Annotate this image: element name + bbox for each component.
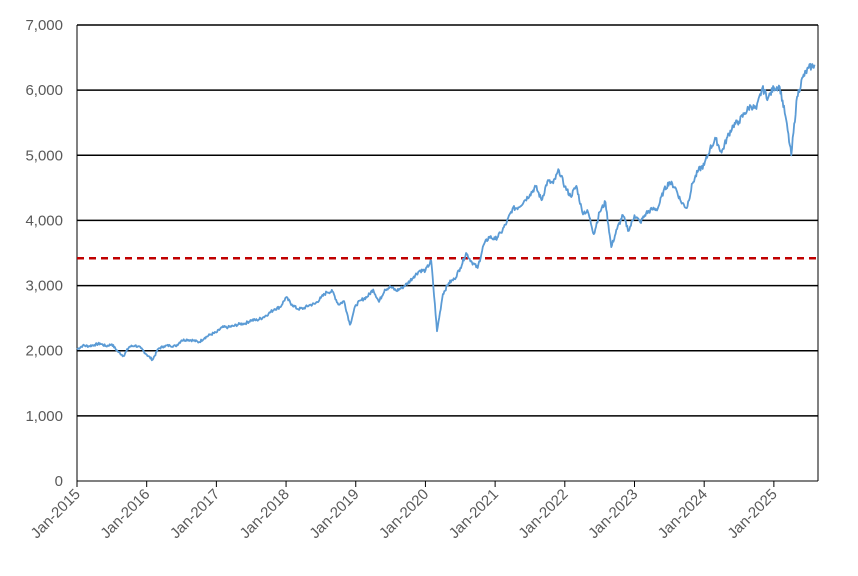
x-tick-label: Jan-2016 (97, 486, 153, 542)
x-tick-label: Jan-2024 (655, 486, 711, 542)
x-tick-label: Jan-2025 (724, 486, 780, 542)
x-tick-label: Jan-2021 (446, 486, 502, 542)
x-tick-label: Jan-2017 (167, 486, 223, 542)
y-tick-label: 5,000 (25, 147, 63, 164)
y-tick-label: 1,000 (25, 408, 63, 425)
x-tick-label: Jan-2022 (515, 486, 571, 542)
y-tick-label: 0 (55, 473, 63, 490)
x-tick-label: Jan-2019 (306, 486, 362, 542)
y-tick-label: 6,000 (25, 82, 63, 99)
y-tick-label: 7,000 (25, 17, 63, 34)
series-line (76, 62, 816, 362)
x-axis-tick-labels: Jan-2015 Jan-2016 Jan-2017 Jan-2018 Jan-2019… (28, 481, 781, 542)
x-tick-label: Jan-2023 (585, 486, 641, 542)
y-tick-label: 4,000 (25, 212, 63, 229)
x-tick-label: Jan-2020 (376, 486, 432, 542)
y-tick-label: 3,000 (25, 278, 63, 295)
gridlines (77, 24, 818, 417)
x-tick-label: Jan-2015 (28, 486, 84, 542)
x-tick-label: Jan-2018 (237, 486, 293, 542)
y-axis-tick-labels: 0 1,000 2,000 3,000 4,000 5,000 6,000 7,000 (25, 17, 63, 490)
y-tick-label: 2,000 (25, 343, 63, 360)
